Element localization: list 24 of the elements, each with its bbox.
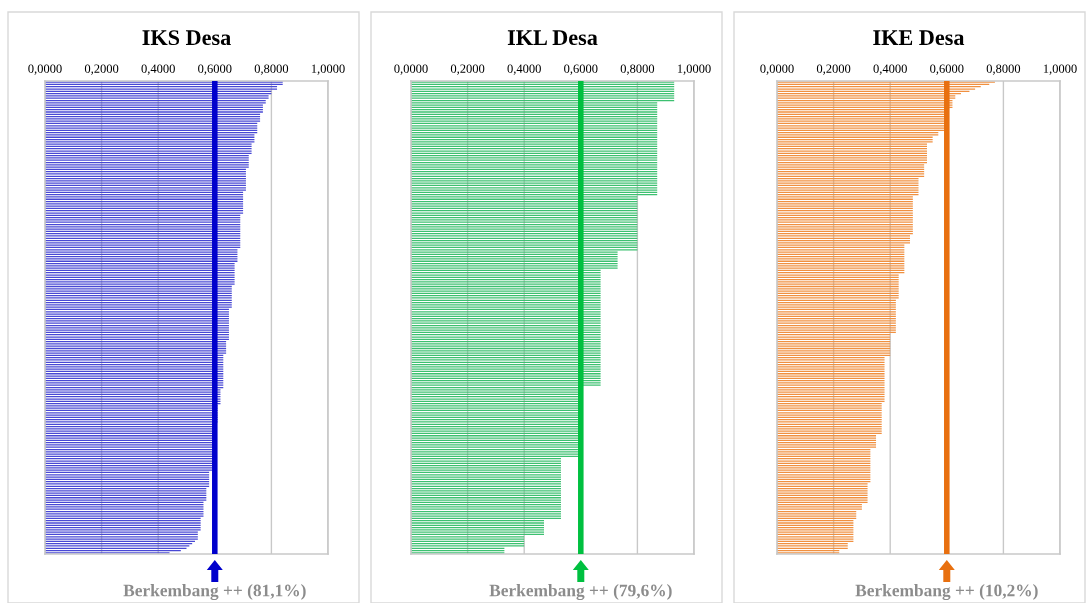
x-tick-label: 0,8000 — [620, 64, 655, 75]
x-tick-label: 0,6000 — [930, 64, 964, 75]
text: Berkembang ++ (79,6%) — [489, 584, 672, 600]
x-tick-label: 0,8000 — [986, 64, 1021, 75]
x-tick-label: 1,0000 — [677, 64, 711, 75]
chart-title: IKE Desa — [873, 30, 965, 46]
x-tick-label: 0,4000 — [141, 64, 175, 75]
x-tick-label: 0,0000 — [28, 64, 62, 75]
chart-title: IKL Desa — [507, 30, 598, 46]
x-tick-label: 1,0000 — [311, 64, 345, 75]
x-tick-label: 0,2000 — [450, 64, 485, 75]
x-tick-label: 0,6000 — [564, 64, 598, 75]
x-tick-label: 0,2000 — [84, 64, 119, 75]
x-tick-label: 0,4000 — [507, 64, 541, 75]
chart-title: IKS Desa — [142, 30, 231, 46]
x-tick-label: 0,4000 — [873, 64, 907, 75]
x-tick-label: 1,0000 — [1043, 64, 1077, 75]
x-tick-label: 0,6000 — [198, 64, 232, 75]
x-tick-label: 0,0000 — [760, 64, 794, 75]
text: Berkembang ++ (10,2%) — [855, 584, 1038, 600]
x-tick-label: 0,2000 — [816, 64, 851, 75]
x-tick-label: 0,0000 — [394, 64, 428, 75]
x-tick-label: 0,8000 — [254, 64, 289, 75]
text: Berkembang ++ (81,1%) — [123, 584, 306, 600]
